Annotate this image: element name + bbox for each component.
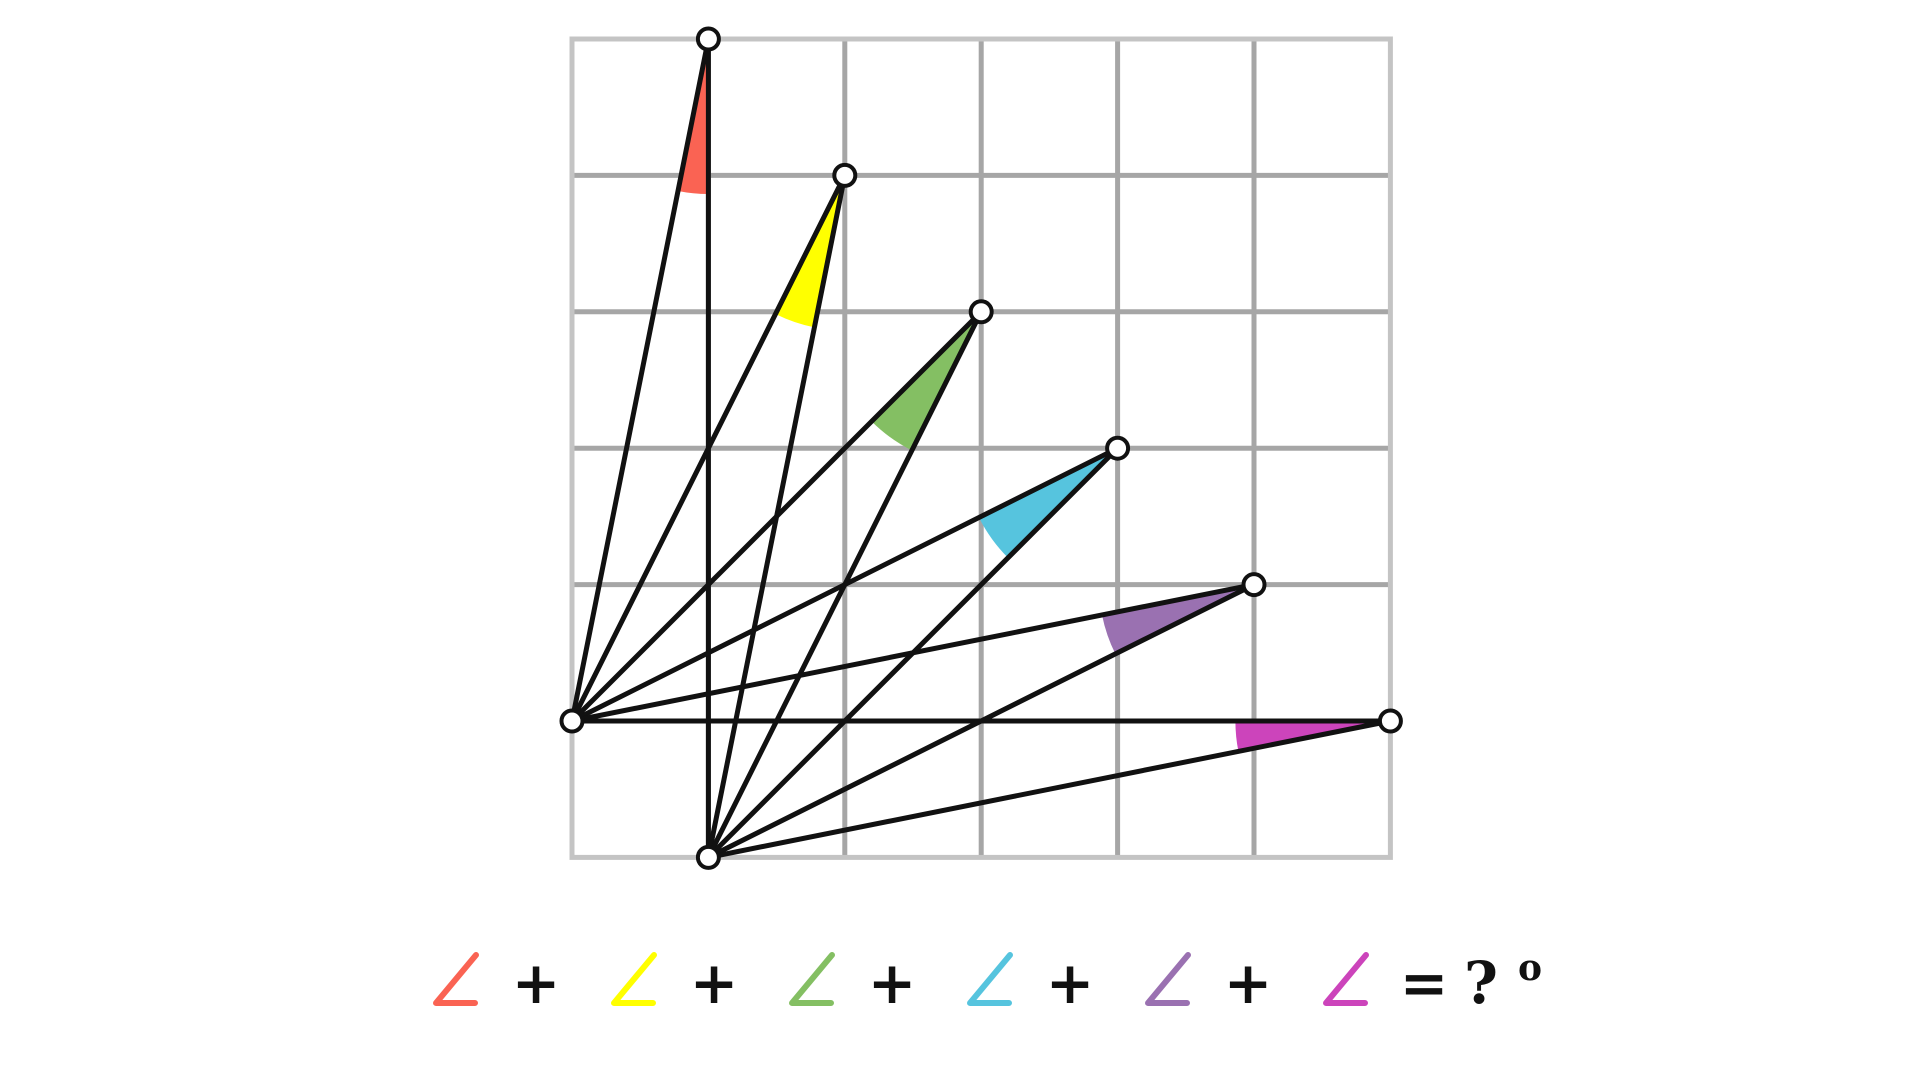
angle-icon-3	[789, 952, 835, 1006]
point-marker	[832, 162, 858, 188]
point-marker	[1105, 435, 1131, 461]
angle-icon-1	[433, 952, 479, 1006]
angle-icon-6	[1323, 952, 1369, 1006]
angle-wedge-3	[871, 311, 982, 451]
plus-sign: +	[512, 949, 561, 1017]
plus-sign: +	[1224, 949, 1273, 1017]
grid-points	[559, 26, 1403, 870]
angle-icon-5	[1145, 952, 1191, 1006]
segment-left-3	[569, 309, 984, 724]
point-marker	[695, 844, 721, 870]
degree-mark: o	[1518, 947, 1542, 989]
segment-left-1	[569, 36, 711, 724]
point-marker	[1241, 572, 1267, 598]
segment-left-4	[569, 445, 1121, 724]
angle-icon-2	[611, 952, 657, 1006]
equals-sign: =	[1400, 949, 1449, 1017]
unknown-mark: ?	[1464, 949, 1498, 1017]
angle-wedge-4	[978, 448, 1118, 558]
plus-sign: +	[1046, 949, 1095, 1017]
point-marker	[968, 299, 994, 325]
segment-left-5	[569, 582, 1257, 724]
point-marker	[559, 708, 585, 734]
line-segments	[569, 36, 1393, 860]
segment-left-2	[569, 172, 848, 724]
grid-border	[569, 36, 1393, 860]
angle-highlights	[678, 39, 1391, 752]
segment-bottom-6	[705, 718, 1393, 860]
equation: + + + + + = ? o	[433, 947, 1542, 1017]
angle-icon-4	[967, 952, 1013, 1006]
point-marker	[1377, 708, 1403, 734]
point-marker	[695, 26, 721, 52]
plus-sign: +	[690, 949, 739, 1017]
plus-sign: +	[868, 949, 917, 1017]
